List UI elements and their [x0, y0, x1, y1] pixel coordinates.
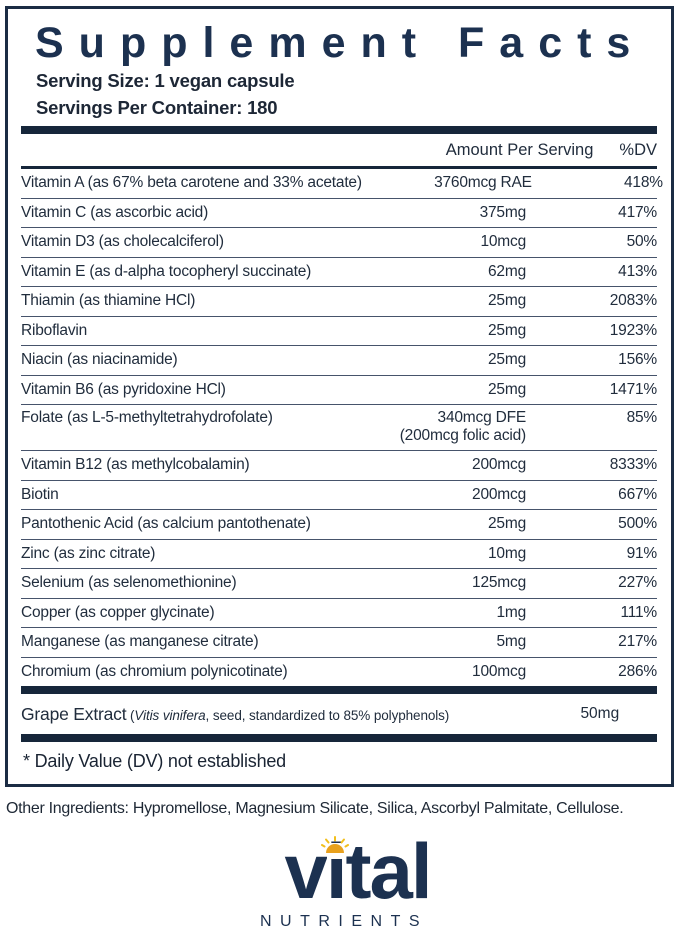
- table-header-row: Amount Per Serving %DV: [21, 134, 657, 166]
- top-divider-bar: [21, 126, 657, 135]
- table-row: Vitamin D3 (as cholecalciferol) 10mcg 50…: [21, 227, 657, 257]
- nutrient-dv: 8333%: [609, 456, 657, 474]
- servings-per-container: Servings Per Container: 180: [36, 97, 278, 119]
- nutrient-name: Selenium (as selenomethionine): [21, 574, 237, 592]
- table-row: Thiamin (as thiamine HCl) 25mg 2083%: [21, 286, 657, 316]
- nutrient-amount-line1: 340mcg DFE: [437, 409, 527, 427]
- table-row: Zinc (as zinc citrate) 10mg 91%: [21, 538, 658, 569]
- table-row: Vitamin C (as ascorbic acid) 375mg 417%: [21, 197, 657, 228]
- nutrient-name: Vitamin B12 (as methylcobalamin): [21, 456, 250, 474]
- nutrient-name: Biotin: [21, 485, 59, 503]
- grape-detail-open: (: [126, 707, 135, 723]
- nutrient-amount: 100mcg: [472, 662, 526, 680]
- nutrient-dv: 50%: [626, 233, 658, 251]
- table-row: Biotin 200mcg 667%: [21, 479, 657, 510]
- nutrient-name: Riboflavin: [21, 321, 88, 339]
- nutrient-amount: 25mg: [488, 380, 526, 398]
- nutrient-dv: 91%: [626, 544, 658, 562]
- nutrient-amount: 25mg: [488, 321, 526, 339]
- grape-amount: 50mg: [580, 705, 620, 723]
- nutrient-dv: 417%: [618, 203, 657, 221]
- nutrient-name: Copper (as copper glycinate): [21, 603, 215, 621]
- nutrient-name: Vitamin E (as d-alpha tocopheryl succina…: [21, 262, 312, 280]
- nutrient-dv: 85%: [626, 409, 658, 427]
- nutrient-name: Chromium (as chromium polynicotinate): [21, 662, 288, 680]
- grape-latin-name: Vitis vinifera: [134, 707, 206, 723]
- table-row: Selenium (as selenomethionine) 125mcg 22…: [21, 568, 657, 598]
- sun-icon: [321, 836, 350, 853]
- nutrient-dv: 413%: [618, 262, 657, 280]
- table-row: Pantothenic Acid (as calcium pantothenat…: [21, 509, 657, 539]
- nutrient-dv: 217%: [618, 633, 657, 651]
- nutrient-amount: 25mg: [488, 292, 526, 310]
- table-row: Vitamin B12 (as methylcobalamin) 200mcg …: [21, 450, 657, 480]
- nutrient-dv: 1923%: [609, 321, 657, 339]
- nutrient-dv: 111%: [620, 603, 657, 621]
- grape-extract-name: Grape Extract (Vitis vinifera, seed, sta…: [21, 704, 449, 725]
- nutrient-amount: 25mg: [488, 351, 526, 369]
- table-row: Vitamin A (as 67% beta carotene and 33% …: [21, 169, 663, 198]
- nutrient-name: Folate (as L-5-methyltetrahydrofolate): [21, 409, 273, 427]
- nutrient-amount: 5mg: [496, 633, 526, 651]
- nutrient-dv: 1471%: [609, 380, 657, 398]
- grape-extract-row: Grape Extract (Vitis vinifera, seed, sta…: [21, 694, 657, 734]
- nutrient-amount: 62mg: [488, 262, 526, 280]
- grape-top-bar: [21, 686, 657, 695]
- logo-word: vital: [284, 827, 432, 915]
- nutrient-amount: 200mcg: [472, 485, 526, 503]
- nutrient-name: Thiamin (as thiamine HCl): [21, 292, 196, 310]
- table-row: Folate (as L-5-methyltetrahydrofolate) 3…: [21, 404, 657, 450]
- nutrient-amount: 3760mcg RAE: [434, 174, 532, 192]
- nutrient-name: Vitamin D3 (as cholecalciferol): [21, 233, 224, 251]
- header-divider: [21, 166, 657, 170]
- supplement-facts-panel: Supplement Facts Serving Size: 1 vegan c…: [5, 6, 674, 788]
- table-row: Manganese (as manganese citrate) 5mg 217…: [21, 627, 657, 657]
- nutrient-amount: 25mg: [488, 515, 526, 533]
- nutrient-name: Vitamin C (as ascorbic acid): [21, 203, 209, 221]
- serving-size: Serving Size: 1 vegan capsule: [36, 70, 295, 92]
- nutrient-name: Pantothenic Acid (as calcium pantothenat…: [21, 515, 311, 533]
- nutrient-name: Zinc (as zinc citrate): [21, 544, 156, 562]
- table-row: Copper (as copper glycinate) 1mg 111%: [21, 597, 657, 628]
- panel-title: Supplement Facts: [35, 19, 646, 67]
- column-header-dv: %DV: [619, 141, 657, 160]
- table-row: Chromium (as chromium polynicotinate) 10…: [21, 656, 657, 687]
- nutrient-amount: 10mg: [488, 544, 526, 562]
- nutrient-dv: 286%: [618, 662, 657, 680]
- table-row: Vitamin B6 (as pyridoxine HCl) 25mg 1471…: [21, 374, 657, 405]
- grape-extract-title: Grape Extract: [21, 703, 127, 724]
- nutrient-name: Manganese (as manganese citrate): [21, 633, 259, 651]
- grape-bottom-bar: [21, 734, 657, 743]
- nutrient-amount: 375mg: [479, 203, 527, 221]
- nutrient-amount: 125mcg: [472, 574, 526, 592]
- table-row: Niacin (as niacinamide) 25mg 156%: [21, 345, 657, 375]
- nutrient-amount: 340mcg DFE (200mcg folic acid): [356, 409, 526, 445]
- logo-wordmark: vital: [284, 832, 432, 910]
- nutrient-amount: 200mcg: [472, 456, 526, 474]
- grape-detail-rest: , seed, standardized to 85% polyphenols): [205, 707, 450, 723]
- table-row: Vitamin E (as d-alpha tocopheryl succina…: [21, 256, 657, 287]
- nutrient-dv: 667%: [618, 485, 657, 503]
- logo-subtext: NUTRIENTS: [259, 913, 429, 930]
- nutrient-dv: 500%: [618, 515, 657, 533]
- nutrient-name: Vitamin A (as 67% beta carotene and 33% …: [21, 174, 362, 192]
- table-row: Riboflavin 25mg 1923%: [21, 315, 657, 346]
- nutrient-amount: 10mcg: [480, 233, 526, 251]
- nutrient-name: Niacin (as niacinamide): [21, 351, 178, 369]
- nutrient-dv: 2083%: [609, 292, 657, 310]
- other-ingredients: Other Ingredients: Hypromellose, Magnesi…: [6, 800, 624, 817]
- nutrient-amount: 1mg: [496, 603, 526, 621]
- nutrient-name: Vitamin B6 (as pyridoxine HCl): [21, 380, 226, 398]
- nutrient-dv: 227%: [618, 574, 657, 592]
- grape-extract-detail: (Vitis vinifera, seed, standardized to 8…: [126, 708, 449, 723]
- dv-footnote: * Daily Value (DV) not established: [23, 751, 286, 772]
- column-header-amount: Amount Per Serving: [445, 141, 594, 160]
- nutrient-amount-line2: (200mcg folic acid): [399, 427, 526, 445]
- brand-logo: vital NUTRIENTS: [0, 832, 679, 931]
- nutrient-dv: 418%: [623, 174, 663, 192]
- nutrient-dv: 156%: [618, 351, 657, 369]
- nutrient-table: Vitamin A (as 67% beta carotene and 33% …: [21, 169, 663, 687]
- grape-dv-asterisk: *: [619, 694, 679, 719]
